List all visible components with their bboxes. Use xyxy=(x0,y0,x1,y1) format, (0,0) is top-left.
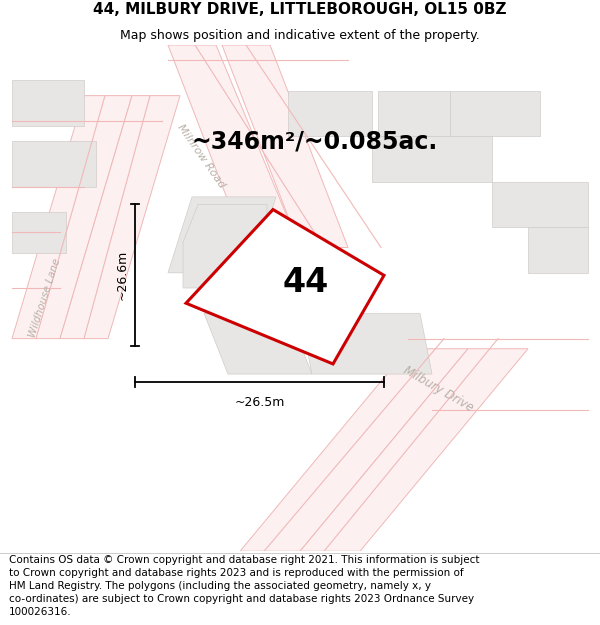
Polygon shape xyxy=(240,349,468,551)
Text: Wildhouse Lane: Wildhouse Lane xyxy=(28,258,62,339)
Polygon shape xyxy=(183,204,267,288)
Text: Contains OS data © Crown copyright and database right 2021. This information is : Contains OS data © Crown copyright and d… xyxy=(9,555,479,565)
Polygon shape xyxy=(204,313,312,374)
Text: 100026316.: 100026316. xyxy=(9,608,71,618)
Text: ~26.5m: ~26.5m xyxy=(235,396,284,409)
Polygon shape xyxy=(378,91,450,136)
Polygon shape xyxy=(300,313,432,374)
Text: Map shows position and indicative extent of the property.: Map shows position and indicative extent… xyxy=(120,29,480,42)
Text: ~346m²/~0.085ac.: ~346m²/~0.085ac. xyxy=(192,129,438,153)
Text: co-ordinates) are subject to Crown copyright and database rights 2023 Ordnance S: co-ordinates) are subject to Crown copyr… xyxy=(9,594,474,604)
Text: Milbury Drive: Milbury Drive xyxy=(401,364,475,414)
Text: HM Land Registry. The polygons (including the associated geometry, namely x, y: HM Land Registry. The polygons (includin… xyxy=(9,581,431,591)
Text: 44: 44 xyxy=(283,266,329,299)
Polygon shape xyxy=(12,96,132,339)
Polygon shape xyxy=(492,182,588,228)
Text: to Crown copyright and database rights 2023 and is reproduced with the permissio: to Crown copyright and database rights 2… xyxy=(9,568,464,578)
Polygon shape xyxy=(222,45,348,248)
Polygon shape xyxy=(372,136,492,182)
Polygon shape xyxy=(300,349,528,551)
Polygon shape xyxy=(186,209,384,364)
Text: Milnrow Road: Milnrow Road xyxy=(175,122,227,190)
Polygon shape xyxy=(60,96,180,339)
Polygon shape xyxy=(12,141,96,187)
Polygon shape xyxy=(528,228,588,272)
Polygon shape xyxy=(288,91,372,136)
Polygon shape xyxy=(168,45,300,248)
Polygon shape xyxy=(168,197,276,272)
Polygon shape xyxy=(12,81,84,126)
Polygon shape xyxy=(450,91,540,136)
Polygon shape xyxy=(12,212,66,253)
Text: 44, MILBURY DRIVE, LITTLEBOROUGH, OL15 0BZ: 44, MILBURY DRIVE, LITTLEBOROUGH, OL15 0… xyxy=(93,2,507,18)
Text: ~26.6m: ~26.6m xyxy=(115,250,128,301)
